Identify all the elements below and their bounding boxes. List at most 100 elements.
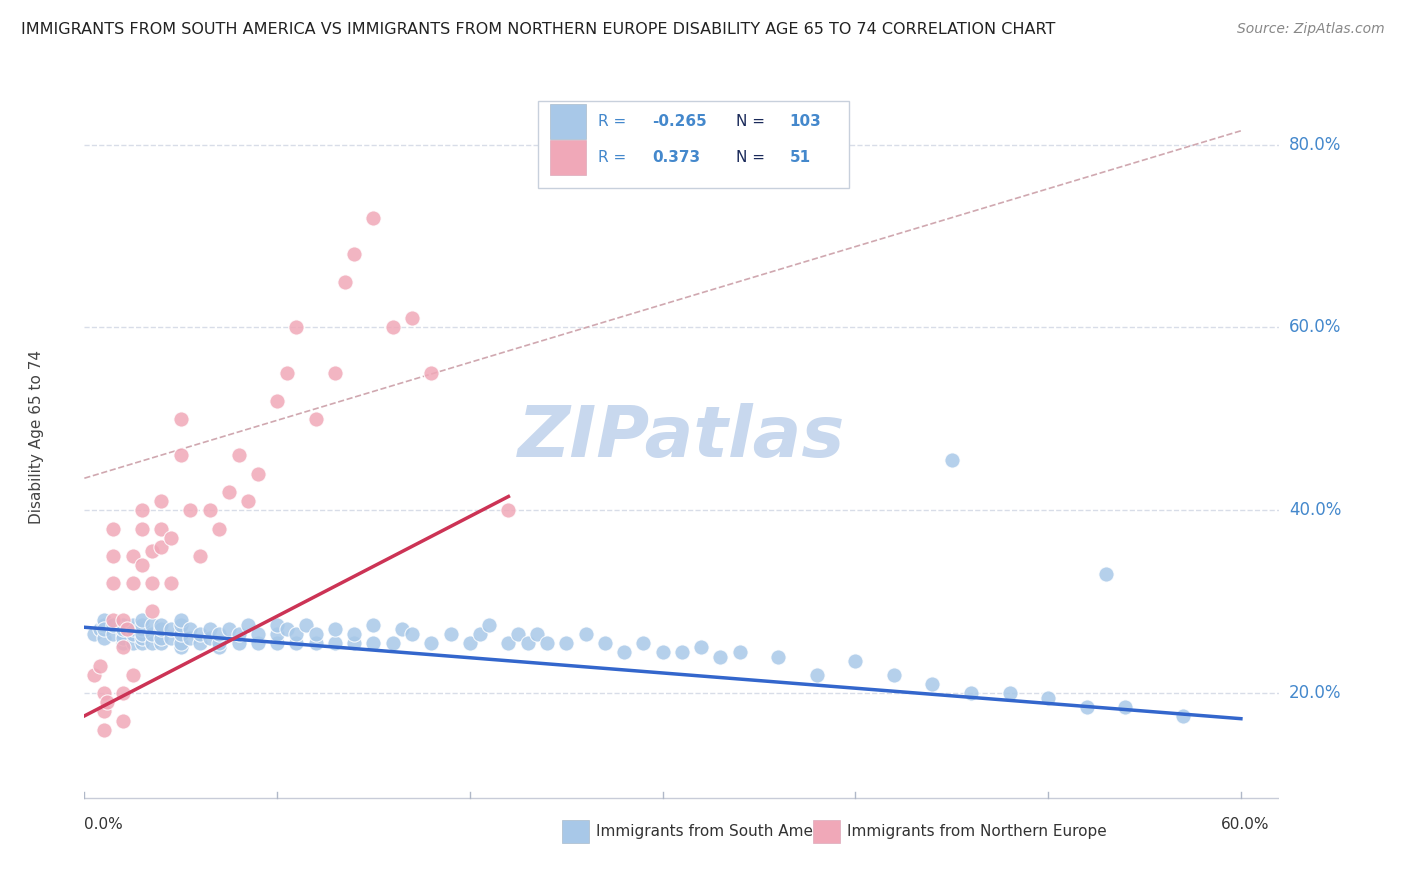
Text: ZIPatlas: ZIPatlas bbox=[519, 402, 845, 472]
Point bbox=[498, 503, 520, 517]
Point bbox=[103, 617, 125, 632]
Point bbox=[401, 626, 423, 640]
Point bbox=[921, 677, 943, 691]
Point bbox=[1076, 699, 1098, 714]
Point bbox=[218, 622, 240, 636]
Point bbox=[305, 636, 328, 650]
Point bbox=[131, 521, 153, 535]
Point bbox=[188, 549, 211, 563]
Point bbox=[141, 604, 163, 618]
Point bbox=[160, 632, 183, 646]
Point bbox=[103, 521, 125, 535]
Bar bbox=[562, 820, 589, 843]
Point bbox=[150, 494, 173, 508]
Bar bbox=[551, 140, 586, 175]
Point bbox=[709, 649, 731, 664]
Point bbox=[103, 626, 125, 640]
Text: R =: R = bbox=[599, 150, 637, 165]
Point bbox=[333, 275, 356, 289]
Point bbox=[111, 613, 134, 627]
Text: 40.0%: 40.0% bbox=[1289, 501, 1341, 519]
Point bbox=[83, 626, 105, 640]
Point bbox=[150, 636, 173, 650]
Point bbox=[121, 617, 143, 632]
Point bbox=[285, 320, 308, 334]
Point bbox=[941, 453, 963, 467]
Point bbox=[121, 576, 143, 591]
Point bbox=[188, 636, 211, 650]
Point bbox=[93, 723, 115, 737]
Point bbox=[498, 636, 520, 650]
Point bbox=[246, 467, 269, 481]
Point bbox=[208, 636, 231, 650]
Point bbox=[131, 617, 153, 632]
Point bbox=[439, 626, 461, 640]
Point bbox=[238, 617, 260, 632]
Point bbox=[141, 576, 163, 591]
Point bbox=[246, 626, 269, 640]
Text: 0.373: 0.373 bbox=[652, 150, 700, 165]
Point bbox=[111, 636, 134, 650]
Point bbox=[131, 636, 153, 650]
Point bbox=[170, 617, 193, 632]
Point bbox=[238, 494, 260, 508]
Point bbox=[323, 366, 346, 380]
Text: N =: N = bbox=[735, 150, 775, 165]
Point bbox=[420, 366, 443, 380]
Point bbox=[266, 617, 288, 632]
Point bbox=[141, 617, 163, 632]
Point bbox=[768, 649, 790, 664]
Point bbox=[111, 622, 134, 636]
Point bbox=[208, 626, 231, 640]
Point bbox=[228, 448, 250, 462]
Text: IMMIGRANTS FROM SOUTH AMERICA VS IMMIGRANTS FROM NORTHERN EUROPE DISABILITY AGE : IMMIGRANTS FROM SOUTH AMERICA VS IMMIGRA… bbox=[21, 22, 1056, 37]
Point bbox=[276, 366, 298, 380]
Point bbox=[633, 636, 655, 650]
Point bbox=[526, 626, 548, 640]
Point bbox=[121, 667, 143, 681]
Point bbox=[1036, 690, 1059, 705]
Point bbox=[141, 544, 163, 558]
Point bbox=[170, 636, 193, 650]
Point bbox=[998, 686, 1021, 700]
Point bbox=[266, 626, 288, 640]
Point bbox=[131, 613, 153, 627]
Point bbox=[343, 636, 366, 650]
Point bbox=[883, 667, 905, 681]
Point bbox=[131, 558, 153, 573]
Text: Disability Age 65 to 74: Disability Age 65 to 74 bbox=[30, 350, 44, 524]
Point bbox=[401, 311, 423, 326]
Point bbox=[536, 636, 558, 650]
Point bbox=[131, 503, 153, 517]
Point bbox=[381, 320, 404, 334]
Point bbox=[391, 622, 413, 636]
Point bbox=[179, 622, 201, 636]
Text: 20.0%: 20.0% bbox=[1289, 684, 1341, 702]
Point bbox=[150, 617, 173, 632]
Point bbox=[285, 626, 308, 640]
Point bbox=[363, 636, 385, 650]
Point bbox=[150, 622, 173, 636]
Point bbox=[111, 640, 134, 655]
Point bbox=[111, 686, 134, 700]
Point bbox=[806, 667, 828, 681]
Point bbox=[228, 636, 250, 650]
Point bbox=[690, 640, 713, 655]
Point bbox=[305, 626, 328, 640]
Point bbox=[150, 540, 173, 554]
Point bbox=[111, 714, 134, 728]
Point bbox=[160, 576, 183, 591]
FancyBboxPatch shape bbox=[538, 101, 849, 188]
Point bbox=[574, 626, 596, 640]
Point bbox=[1095, 567, 1118, 582]
Point bbox=[160, 531, 183, 545]
Point bbox=[295, 617, 318, 632]
Point bbox=[89, 658, 111, 673]
Point bbox=[121, 636, 143, 650]
Point bbox=[93, 632, 115, 646]
Point bbox=[131, 622, 153, 636]
Point bbox=[170, 412, 193, 426]
Point bbox=[93, 617, 115, 632]
Point bbox=[131, 632, 153, 646]
Point bbox=[131, 626, 153, 640]
